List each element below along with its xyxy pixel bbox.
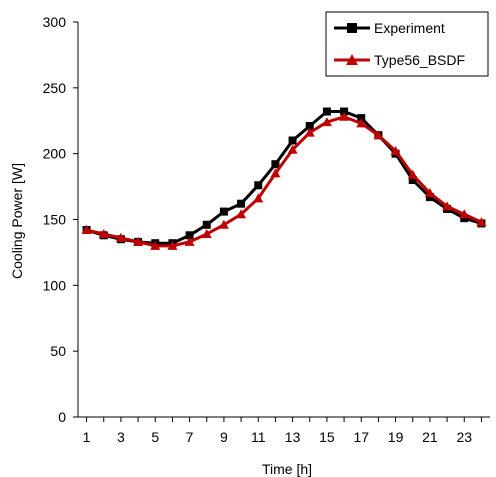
x-tick-label: 19: [388, 429, 404, 445]
data-point-type56-bsdf: [476, 217, 487, 227]
data-point-experiment: [237, 199, 246, 208]
data-point-experiment: [305, 122, 314, 131]
data-point-experiment: [340, 107, 349, 116]
y-tick-label: 50: [50, 343, 66, 359]
y-tick-label: 0: [58, 409, 66, 425]
data-point-type56-bsdf: [184, 236, 195, 246]
legend: Experiment Type56_BSDF: [325, 11, 489, 77]
x-tick-label: 5: [151, 429, 159, 445]
x-tick-label: 11: [251, 429, 266, 445]
data-point-type56-bsdf: [459, 209, 470, 219]
y-tick-label: 300: [43, 14, 67, 30]
x-tick-label: 9: [220, 429, 228, 445]
x-tick-label: 3: [117, 429, 125, 445]
x-axis-title: Time [h]: [262, 461, 312, 477]
y-tick-label: 200: [43, 146, 67, 162]
x-tick-label: 7: [186, 429, 194, 445]
x-tick-label: 23: [456, 429, 472, 445]
data-point-type56-bsdf: [356, 118, 367, 128]
data-point-experiment: [408, 176, 417, 184]
legend-label-experiment: Experiment: [374, 20, 445, 36]
data-point-type56-bsdf: [287, 144, 298, 154]
legend-marker-experiment: [347, 23, 357, 33]
y-tick-label: 100: [43, 277, 67, 293]
data-point-type56-bsdf: [133, 236, 144, 246]
data-point-type56-bsdf: [236, 209, 247, 219]
data-point-experiment: [254, 181, 263, 190]
data-point-type56-bsdf: [442, 201, 453, 211]
x-tick-label: 17: [353, 429, 369, 445]
series-line-type56-bsdf: [86, 115, 483, 248]
x-tick-label: 1: [83, 429, 91, 445]
data-point-experiment: [271, 160, 280, 169]
x-tick-label: 21: [422, 429, 438, 445]
series-layer: [81, 107, 487, 250]
data-point-type56-bsdf: [201, 228, 212, 238]
x-tick-label: 15: [319, 429, 335, 445]
data-point-experiment: [288, 136, 297, 145]
data-point-experiment: [322, 107, 331, 116]
data-point-type56-bsdf: [81, 225, 92, 235]
data-point-type56-bsdf: [424, 188, 435, 198]
y-tick-label: 150: [43, 212, 67, 228]
data-point-type56-bsdf: [115, 232, 126, 242]
data-point-type56-bsdf: [407, 169, 418, 179]
data-point-type56-bsdf: [167, 240, 178, 250]
series-line-experiment: [86, 110, 482, 245]
data-point-experiment: [185, 231, 194, 240]
legend-box: [325, 11, 489, 77]
data-point-type56-bsdf: [339, 111, 350, 121]
data-point-type56-bsdf: [150, 240, 161, 250]
data-point-type56-bsdf: [98, 228, 109, 238]
data-point-type56-bsdf: [218, 219, 229, 229]
data-point-type56-bsdf: [390, 146, 401, 156]
legend-marker-type56: [346, 54, 358, 65]
data-point-type56-bsdf: [321, 117, 332, 127]
data-point-type56-bsdf: [373, 130, 384, 140]
data-point-type56-bsdf: [304, 127, 315, 137]
data-point-experiment: [202, 220, 211, 229]
data-point-type56-bsdf: [253, 193, 264, 203]
y-tick-label: 250: [43, 80, 67, 96]
y-axis-title: Cooling Power [W]: [9, 163, 25, 279]
x-tick-label: 13: [285, 429, 301, 445]
legend-label-type56: Type56_BSDF: [374, 52, 465, 68]
data-point-experiment: [357, 114, 366, 123]
data-point-experiment: [219, 207, 228, 216]
data-point-type56-bsdf: [270, 168, 281, 178]
